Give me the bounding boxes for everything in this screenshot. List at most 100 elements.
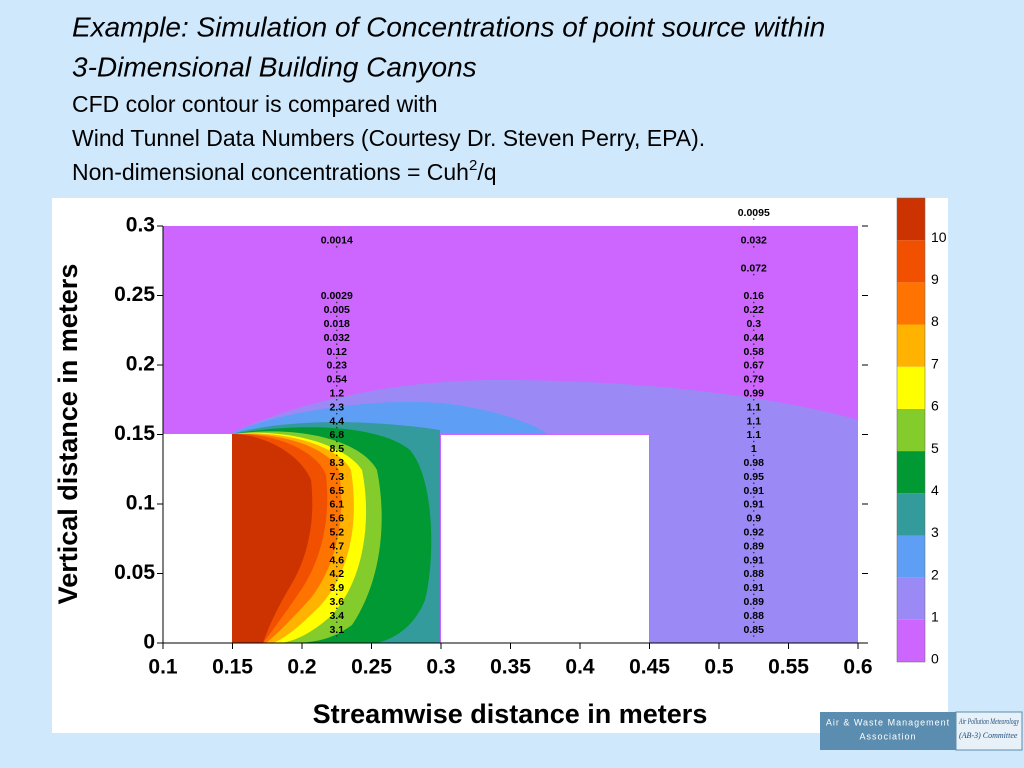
measurement-point	[335, 482, 338, 484]
measurement-point	[335, 579, 338, 582]
measurement-label: 0.88	[744, 568, 765, 580]
measurement-label: 0.0029	[321, 290, 353, 302]
colorbar-band	[897, 451, 925, 494]
measurement-label: 0.99	[744, 388, 765, 400]
measurement-point	[335, 510, 338, 512]
colorbar-band	[897, 493, 925, 536]
colorbar-label: 4	[931, 482, 939, 498]
colorbar-label: 8	[931, 313, 939, 329]
x-tick-label: 0.35	[490, 656, 531, 679]
x-axis-label: Streamwise distance in meters	[313, 699, 708, 729]
measurement-label: 0.072	[741, 262, 767, 274]
measurement-point	[335, 357, 338, 359]
colorbar-label: 1	[931, 609, 939, 625]
measurement-point	[335, 454, 338, 457]
measurement-label: 0.85	[744, 624, 765, 636]
measurement-label: 0.032	[324, 332, 350, 344]
y-tick-label: 0.15	[114, 422, 155, 445]
colorbar-frame	[896, 197, 926, 663]
measurement-point	[335, 301, 338, 304]
measurement-label: 0.92	[744, 527, 765, 539]
measurement-label: 0.54	[327, 374, 348, 386]
colorbar-band	[897, 619, 925, 662]
measurement-point	[752, 607, 755, 610]
measurement-point	[752, 537, 755, 540]
y-tick-label: 0	[143, 631, 155, 654]
measurement-label: 0.98	[744, 457, 765, 469]
measurement-point	[335, 315, 338, 318]
colorbar-band	[897, 366, 925, 409]
x-tick-label: 0.15	[212, 656, 253, 679]
measurement-point	[335, 329, 338, 332]
colorbar-label: 3	[931, 524, 939, 540]
measurement-point	[752, 468, 755, 471]
measurement-point	[752, 551, 755, 554]
measurement-label: 0.91	[744, 554, 765, 566]
measurement-label: 5.2	[329, 527, 344, 539]
measurement-label: 0.22	[744, 304, 765, 316]
measurement-point	[335, 371, 338, 373]
measurement-label: 0.0095	[738, 207, 770, 219]
measurement-label: 0.58	[744, 346, 765, 358]
measurement-point	[752, 524, 755, 526]
measurement-label: 4.6	[329, 554, 344, 566]
y-tick-label: 0.2	[126, 353, 155, 376]
note: Wind Tunnel Data Numbers (Courtesy Dr. S…	[72, 125, 705, 151]
measurement-point	[335, 593, 338, 596]
measurement-label: 4.4	[329, 415, 344, 427]
measurement-label: 0.95	[744, 471, 765, 483]
y-tick-label: 0.3	[126, 214, 155, 237]
measurement-point	[335, 398, 338, 401]
formula-suffix: /q	[477, 159, 496, 185]
measurement-point	[752, 357, 755, 359]
measurement-point	[752, 385, 755, 387]
measurement-point	[335, 551, 338, 554]
x-tick-label: 0.4	[565, 656, 595, 679]
slide-title: Example: Simulation of Concentrations of…	[72, 11, 825, 42]
y-tick-label: 0.25	[114, 283, 155, 306]
measurement-label: 1.2	[329, 388, 344, 400]
x-tick-label: 0.3	[426, 656, 455, 679]
measurement-point	[752, 482, 755, 484]
measurement-point	[335, 635, 338, 637]
measurement-label: 0.0014	[321, 235, 353, 247]
measurement-label: 7.3	[329, 471, 344, 483]
measurement-label: 0.12	[327, 346, 348, 358]
colorbar-label: 7	[931, 355, 939, 371]
measurement-label: 0.67	[744, 360, 765, 372]
measurement-label: 0.44	[744, 332, 765, 344]
colorbar-label: 2	[931, 566, 939, 582]
measurement-label: 0.88	[744, 610, 765, 622]
colorbar-band	[897, 282, 925, 325]
measurement-point	[752, 371, 755, 373]
building	[163, 434, 232, 643]
measurement-label: 1.1	[746, 415, 761, 427]
measurement-label: 0.91	[744, 485, 765, 497]
logo-text: Air & Waste Management	[826, 717, 950, 727]
measurement-label: 0.91	[744, 582, 765, 594]
measurement-label: 0.89	[744, 540, 765, 552]
measurement-point	[335, 412, 338, 415]
measurement-point	[752, 246, 755, 248]
measurement-label: 0.91	[744, 499, 765, 511]
measurement-point	[335, 440, 338, 443]
measurement-point	[752, 496, 755, 498]
colorbar-band	[897, 198, 925, 241]
measurement-point	[335, 537, 338, 540]
logo-text: (AB-3) Committee	[959, 731, 1018, 740]
colorbar-label: 6	[931, 398, 939, 414]
measurement-point	[752, 343, 755, 345]
measurement-point	[752, 412, 755, 415]
measurement-label: 6.1	[329, 499, 344, 511]
colorbar-band	[897, 324, 925, 367]
colorbar-band	[897, 577, 925, 620]
measurement-point	[752, 218, 755, 220]
x-tick-label: 0.25	[351, 656, 392, 679]
measurement-label: 0.9	[746, 513, 761, 525]
formula: Non-dimensional concentrations = Cuh2/q	[72, 157, 497, 185]
measurement-point	[752, 398, 755, 401]
colorbar-label: 10	[931, 229, 947, 245]
note: CFD color contour is compared with	[72, 91, 438, 117]
